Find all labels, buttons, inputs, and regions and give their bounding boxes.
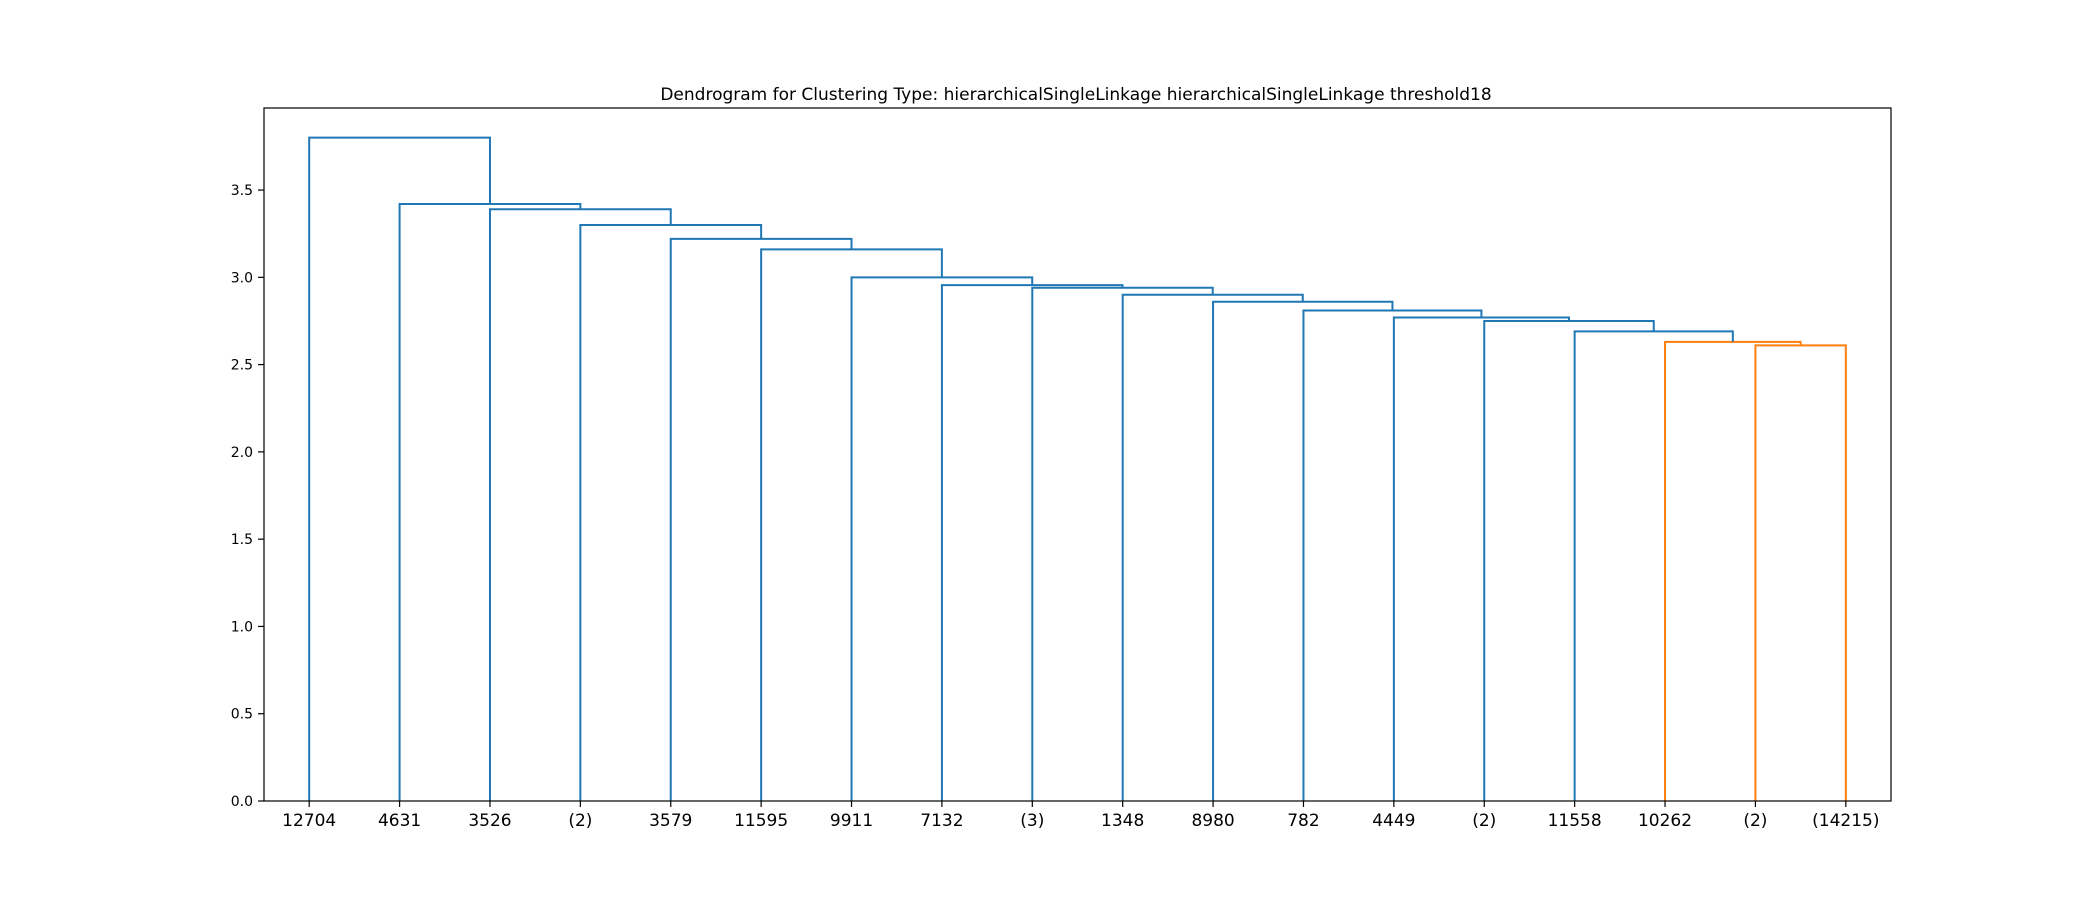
dendrogram-link-11 bbox=[760, 248, 943, 801]
y-tick-label: 1.0 bbox=[231, 619, 253, 635]
dendrogram-link-8 bbox=[1031, 286, 1214, 801]
dendrogram-link-4 bbox=[1392, 316, 1570, 801]
leaf-label: (2) bbox=[1743, 811, 1767, 831]
y-tick-label: 3.0 bbox=[231, 270, 253, 286]
y-tick-label: 3.5 bbox=[231, 183, 253, 199]
y-tick-label: 0.0 bbox=[231, 794, 253, 810]
y-tick-label: 2.5 bbox=[231, 358, 253, 374]
dendrogram-links bbox=[308, 136, 1847, 801]
leaf-label: 10262 bbox=[1638, 811, 1692, 831]
leaf-label: 1348 bbox=[1101, 811, 1144, 831]
dendrogram-link-0 bbox=[1754, 344, 1847, 801]
dendrogram-link-6 bbox=[1212, 300, 1394, 801]
dendrogram-link-1 bbox=[1664, 340, 1802, 801]
leaf-label: 11558 bbox=[1548, 811, 1602, 831]
dendrogram-link-16 bbox=[308, 136, 491, 801]
y-tick-label: 0.5 bbox=[231, 707, 253, 723]
x-axis: 12704 4631 3526 (2) 3579 11595 9911 7132 (3) 1348… bbox=[282, 801, 1879, 831]
dendrogram-link-13 bbox=[579, 223, 763, 801]
leaf-label: 3526 bbox=[468, 811, 511, 831]
dendrogram-link-3 bbox=[1483, 319, 1655, 801]
leaf-label: 4449 bbox=[1372, 811, 1415, 831]
y-tick-label: 2.0 bbox=[231, 445, 253, 461]
y-axis: 0.0 0.5 1.0 1.5 2.0 2.5 3.0 3.5 bbox=[231, 183, 264, 810]
leaf-label: 8980 bbox=[1191, 811, 1234, 831]
leaf-label: 11595 bbox=[734, 811, 788, 831]
leaf-label: 782 bbox=[1287, 811, 1319, 831]
plot-frame bbox=[263, 107, 1892, 802]
dendrogram-link-2 bbox=[1573, 330, 1734, 801]
dendrogram-link-5 bbox=[1302, 309, 1483, 801]
leaf-label: 3579 bbox=[649, 811, 692, 831]
chart-title: Dendrogram for Clustering Type: hierarch… bbox=[660, 85, 1491, 105]
y-tick-label: 1.5 bbox=[231, 532, 253, 548]
leaf-label: 7132 bbox=[920, 811, 963, 831]
leaf-label: (14215) bbox=[1812, 811, 1879, 831]
leaf-label: (2) bbox=[568, 811, 592, 831]
dendrogram-link-15 bbox=[398, 203, 582, 801]
leaf-label: 4631 bbox=[378, 811, 421, 831]
dendrogram-link-9 bbox=[940, 284, 1124, 801]
leaf-label: (2) bbox=[1472, 811, 1496, 831]
leaf-label: (3) bbox=[1020, 811, 1044, 831]
leaf-label: 12704 bbox=[282, 811, 336, 831]
leaf-label: 9911 bbox=[830, 811, 873, 831]
